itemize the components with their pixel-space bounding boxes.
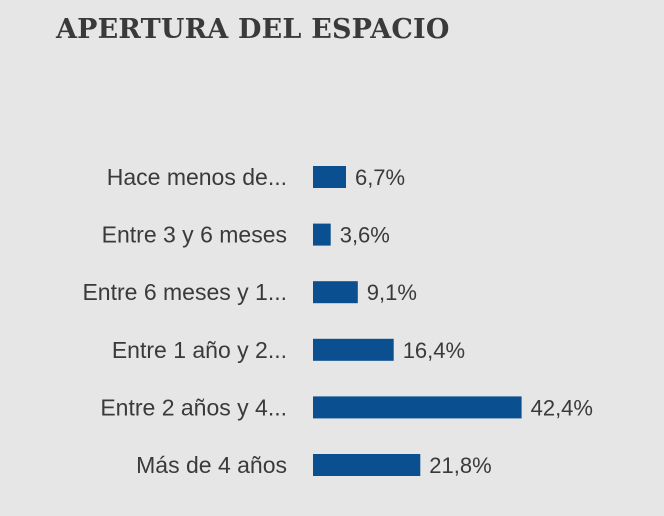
bar[interactable] xyxy=(313,223,331,246)
chart-title: APERTURA DEL ESPACIO xyxy=(56,14,450,45)
category-label: Entre 3 y 6 meses xyxy=(102,222,287,248)
bar[interactable] xyxy=(313,281,358,304)
value-label: 3,6% xyxy=(340,223,390,248)
bar[interactable] xyxy=(313,454,421,476)
category-label: Entre 6 meses y 1... xyxy=(82,279,287,305)
category-label: Más de 4 años xyxy=(136,452,287,478)
value-label: 42,4% xyxy=(531,395,593,420)
category-label: Entre 2 años y 4... xyxy=(100,394,287,420)
category-label: Hace menos de... xyxy=(107,164,287,190)
value-label: 21,8% xyxy=(429,453,491,478)
bar[interactable] xyxy=(313,396,522,419)
bar[interactable] xyxy=(313,338,394,361)
value-label: 6,7% xyxy=(355,165,405,190)
value-label: 9,1% xyxy=(367,280,417,305)
value-label: 16,4% xyxy=(403,338,465,363)
bar[interactable] xyxy=(313,166,346,188)
category-label: Entre 1 año y 2... xyxy=(112,337,287,363)
